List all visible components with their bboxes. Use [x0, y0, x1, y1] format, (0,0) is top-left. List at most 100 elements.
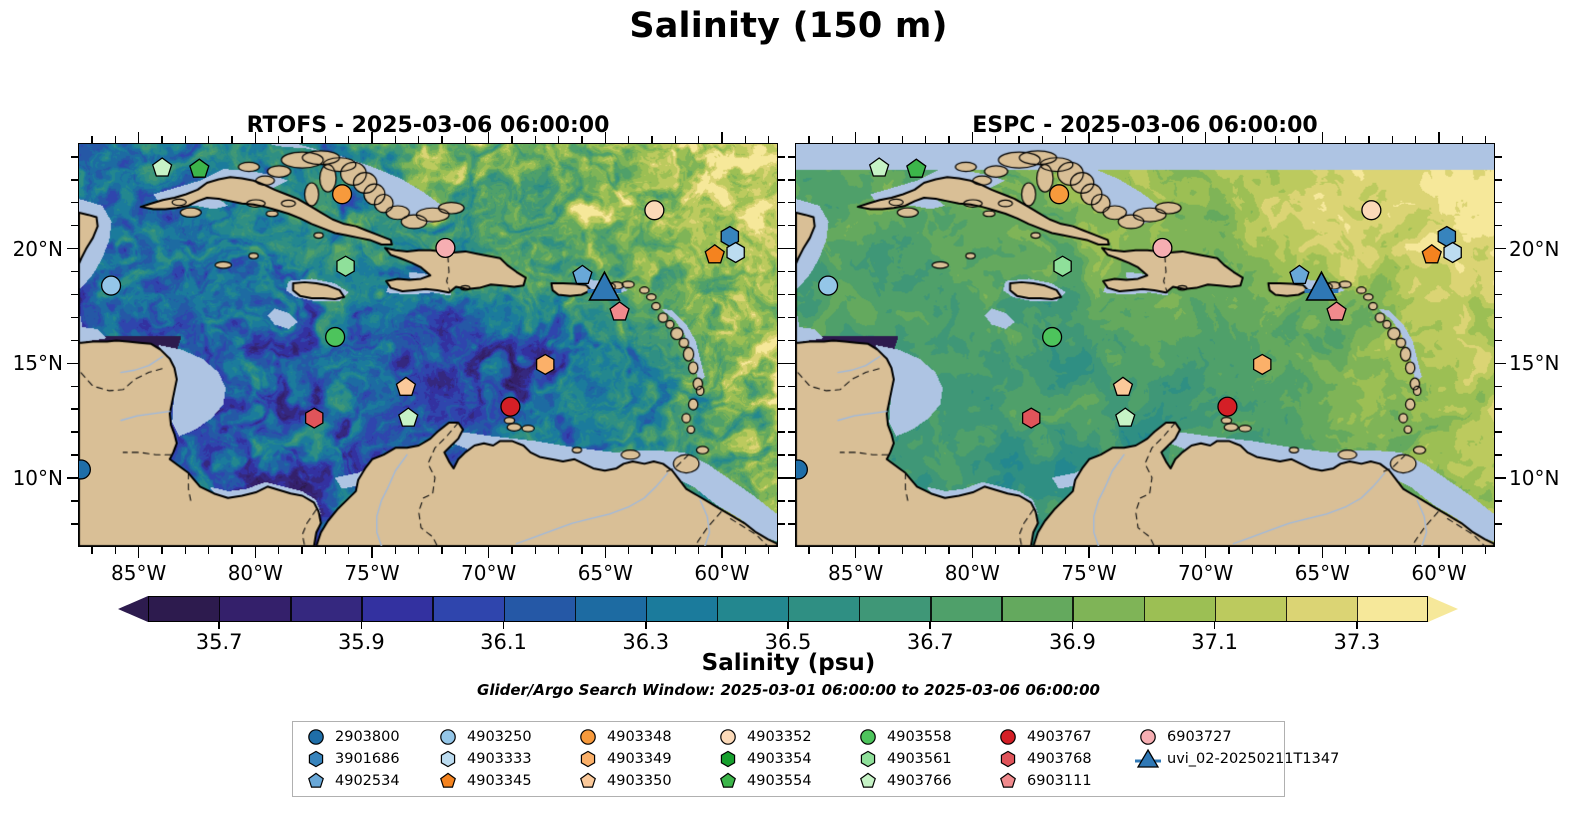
- colorbar-segment-divider: [645, 596, 648, 622]
- colorbar-segment-divider: [290, 596, 292, 622]
- colorbar[interactable]: 35.7 35.9 36.1 36.3 36.5 36.7 36.9 37.1 37.3: [118, 596, 1458, 654]
- x-tick: [1064, 547, 1067, 554]
- y-tick-right: [1495, 339, 1502, 342]
- legend-entry[interactable]: 4903352: [713, 726, 812, 748]
- x-tick-top: [207, 136, 210, 143]
- colorbar-segment: [432, 596, 505, 622]
- x-tick: [1204, 547, 1207, 558]
- legend-entry[interactable]: 4903250: [433, 726, 532, 748]
- colorbar-segment-divider: [219, 596, 221, 622]
- pentagon-marker-icon: [860, 772, 876, 788]
- x-tick-top: [417, 136, 420, 143]
- x-tick: [1344, 547, 1347, 554]
- legend-marker: [433, 748, 463, 770]
- x-tick: [91, 547, 93, 554]
- x-tick: [277, 547, 280, 554]
- colorbar-segment: [788, 596, 860, 622]
- x-tick-top: [91, 136, 93, 143]
- x-tick: [651, 547, 653, 554]
- x-tick: [581, 547, 583, 554]
- x-tick: [604, 547, 607, 558]
- colorbar-tick-label: 35.7: [195, 630, 243, 654]
- x-tick: [1228, 547, 1230, 554]
- y-tick-left: [788, 270, 795, 273]
- x-tick-top: [184, 136, 187, 143]
- x-tick-top: [901, 136, 904, 143]
- y-axis-label-left: 10°N: [12, 466, 63, 491]
- legend-entry[interactable]: 4902534: [301, 770, 400, 792]
- y-tick-right: [778, 293, 785, 296]
- colorbar-title: Salinity (psu): [701, 650, 876, 676]
- y-tick-right: [1495, 408, 1502, 411]
- glider-triangle-icon: [1135, 748, 1161, 768]
- x-tick: [1134, 547, 1137, 554]
- y-tick-right: [778, 178, 785, 181]
- legend-label: 4903561: [887, 751, 952, 767]
- x-tick-top: [1344, 136, 1347, 143]
- x-tick: [441, 547, 443, 554]
- legend-entry[interactable]: 4903768: [993, 748, 1092, 770]
- colorbar-segment-divider: [930, 596, 932, 622]
- legend-entry[interactable]: 4903333: [433, 748, 532, 770]
- x-tick: [744, 547, 747, 554]
- legend-entry[interactable]: 4903558: [853, 726, 952, 748]
- y-tick-left: [788, 523, 795, 525]
- legend-column: 6903727 uvi_02-20250211T1347: [1133, 726, 1339, 794]
- colorbar-segment: [930, 596, 1002, 622]
- x-tick: [1438, 547, 1440, 558]
- x-tick: [184, 547, 187, 554]
- marker-overlay-rtofs: [79, 157, 745, 480]
- colorbar-segment-divider: [1072, 596, 1074, 622]
- y-tick-left: [784, 477, 795, 479]
- pentagon-marker-icon: [308, 772, 324, 788]
- legend-entry[interactable]: 4903554: [713, 770, 812, 792]
- legend-entry[interactable]: 2903800: [301, 726, 400, 748]
- legend-entry[interactable]: 4903349: [573, 748, 672, 770]
- x-tick: [1391, 547, 1394, 554]
- legend-entry[interactable]: 4903348: [573, 726, 672, 748]
- pentagon-marker-icon: [1000, 772, 1016, 788]
- x-axis-label: 80°W: [227, 561, 283, 585]
- map-panel-espc[interactable]: [795, 143, 1495, 547]
- legend-label: 4903352: [747, 729, 812, 745]
- y-tick-left: [788, 385, 795, 388]
- circle-marker-icon: [720, 729, 736, 745]
- x-tick: [114, 547, 117, 554]
- colorbar-tick-label: 37.3: [1333, 630, 1381, 654]
- legend-entry[interactable]: uvi_02-20250211T1347: [1133, 748, 1339, 770]
- x-tick-top: [1414, 136, 1417, 143]
- legend-entry[interactable]: 6903111: [993, 770, 1092, 792]
- colorbar-segment: [503, 596, 576, 622]
- legend-entry[interactable]: 4903345: [433, 770, 532, 792]
- legend-label: 4903767: [1027, 729, 1092, 745]
- legend-entry[interactable]: 6903727: [1133, 726, 1339, 748]
- circle-marker-icon: [1140, 729, 1156, 745]
- y-tick-left: [784, 362, 795, 365]
- x-tick: [878, 547, 880, 554]
- y-tick-left: [71, 385, 78, 388]
- legend-entry[interactable]: 4903767: [993, 726, 1092, 748]
- x-tick: [1181, 547, 1184, 554]
- legend-marker: [1133, 726, 1163, 748]
- legend-label: 3901686: [335, 751, 400, 767]
- colorbar-segment: [290, 596, 362, 622]
- legend-label: 2903800: [335, 729, 400, 745]
- y-tick-right: [1495, 431, 1502, 434]
- y-tick-left: [784, 247, 795, 250]
- legend-marker: [713, 770, 743, 792]
- legend-entry[interactable]: 4903354: [713, 748, 812, 770]
- legend-entry[interactable]: 4903766: [853, 770, 952, 792]
- map-panel-rtofs[interactable]: [78, 143, 778, 547]
- legend-entry[interactable]: 3901686: [301, 748, 400, 770]
- x-tick: [371, 547, 373, 558]
- legend[interactable]: 2903800 3901686 4902534: [292, 721, 1339, 797]
- x-tick: [161, 547, 163, 554]
- x-tick: [994, 547, 997, 554]
- y-axis-label-right: 20°N: [1509, 236, 1560, 261]
- legend-entry[interactable]: 4903350: [573, 770, 672, 792]
- colorbar-segment: [1143, 596, 1216, 622]
- legend-entry[interactable]: 4903561: [853, 748, 952, 770]
- x-tick-top: [114, 136, 117, 143]
- x-tick-top: [651, 136, 653, 143]
- x-tick-top: [1018, 136, 1020, 143]
